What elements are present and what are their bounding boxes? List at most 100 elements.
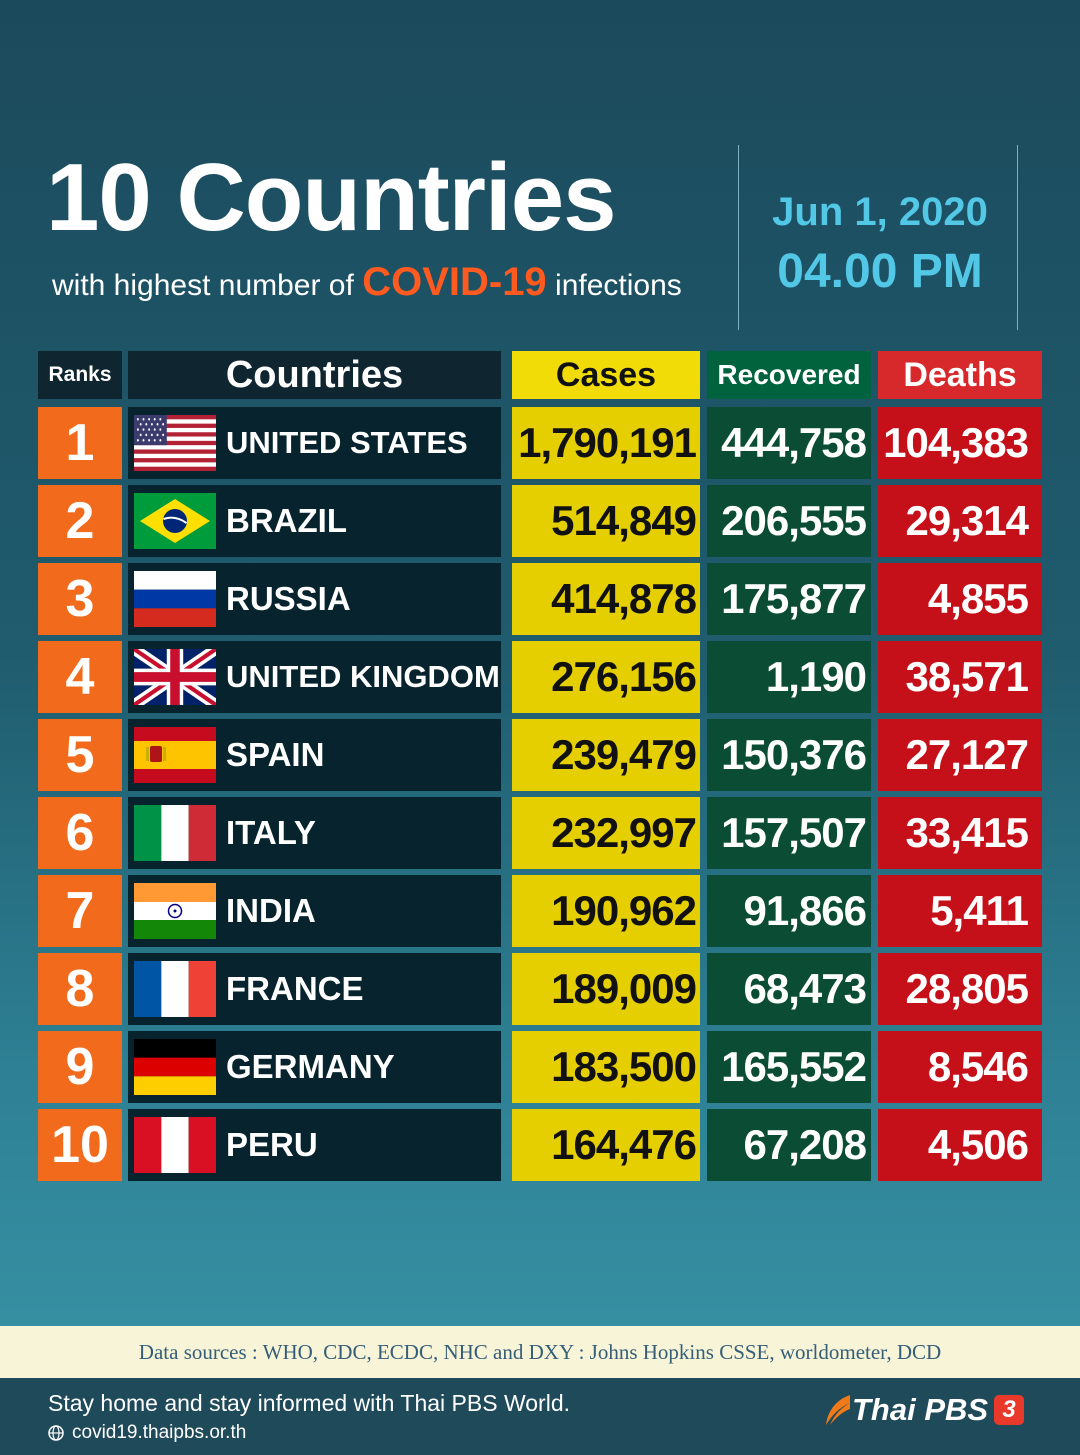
france-flag-icon	[134, 961, 216, 1017]
table-row: 1 UNITED STATES 1,790,	[0, 407, 1080, 479]
india-flag-icon	[134, 883, 216, 939]
cases-cell: 414,878	[512, 563, 700, 635]
deaths-cell: 27,127	[878, 719, 1042, 791]
deaths-cell: 4,506	[878, 1109, 1042, 1181]
deaths-cell: 5,411	[878, 875, 1042, 947]
recovered-cell: 444,758	[707, 407, 871, 479]
column-header-countries: Countries	[128, 351, 501, 399]
deaths-cell: 29,314	[878, 485, 1042, 557]
country-cell: GERMANY	[128, 1031, 501, 1103]
cases-cell: 183,500	[512, 1031, 700, 1103]
recovered-cell: 68,473	[707, 953, 871, 1025]
table-row: 5 SPAIN 239,479 150,376 27,127	[0, 719, 1080, 791]
column-header-cases: Cases	[512, 351, 700, 399]
column-header-deaths: Deaths	[878, 351, 1042, 399]
country-name: UNITED KINGDOM	[226, 659, 500, 694]
table-row: 3 RUSSIA 414,878 175,877 4,855	[0, 563, 1080, 635]
country-name: SPAIN	[226, 736, 325, 773]
subtitle-highlight: COVID-19	[362, 260, 547, 304]
brazil-flag-icon	[134, 493, 216, 549]
column-header-ranks: Ranks	[38, 351, 122, 399]
country-cell: INDIA	[128, 875, 501, 947]
divider-left	[738, 145, 739, 330]
germany-flag-icon	[134, 1039, 216, 1095]
cases-cell: 232,997	[512, 797, 700, 869]
russia-flag-icon	[134, 571, 216, 627]
footer: Stay home and stay informed with Thai PB…	[0, 1378, 1080, 1455]
deaths-cell: 8,546	[878, 1031, 1042, 1103]
cases-cell: 164,476	[512, 1109, 700, 1181]
country-cell: RUSSIA	[128, 563, 501, 635]
recovered-cell: 175,877	[707, 563, 871, 635]
peru-flag-icon	[134, 1117, 216, 1173]
us-flag-icon	[134, 415, 216, 471]
deaths-cell: 28,805	[878, 953, 1042, 1025]
recovered-cell: 206,555	[707, 485, 871, 557]
rank-cell: 1	[38, 407, 122, 479]
country-name: GERMANY	[226, 1048, 395, 1085]
country-cell: UNITED KINGDOM	[128, 641, 501, 713]
divider-right	[1017, 145, 1018, 330]
thai-pbs-logo: Thai PBS 3	[822, 1392, 1025, 1428]
country-name: RUSSIA	[226, 580, 351, 617]
table-row: 7 INDIA 190,962 91,866 5,411	[0, 875, 1080, 947]
data-sources: Data sources : WHO, CDC, ECDC, NHC and D…	[0, 1326, 1080, 1378]
country-cell: PERU	[128, 1109, 501, 1181]
rank-cell: 5	[38, 719, 122, 791]
website-url: covid19.thaipbs.or.th	[72, 1422, 247, 1443]
deaths-cell: 33,415	[878, 797, 1042, 869]
country-name: BRAZIL	[226, 502, 347, 539]
report-date: Jun 1, 2020	[772, 190, 988, 234]
page-subtitle: with highest number of COVID-19 infectio…	[52, 262, 682, 302]
rank-cell: 10	[38, 1109, 122, 1181]
recovered-cell: 1,190	[707, 641, 871, 713]
feather-icon	[826, 1395, 850, 1425]
country-name: FRANCE	[226, 970, 364, 1007]
page-title: 10 Countries	[46, 144, 616, 251]
report-time: 04.00 PM	[777, 245, 983, 298]
table-row: 6 ITALY 232,997 157,507 33,415	[0, 797, 1080, 869]
recovered-cell: 67,208	[707, 1109, 871, 1181]
country-cell: SPAIN	[128, 719, 501, 791]
cases-cell: 239,479	[512, 719, 700, 791]
table-row: 8 FRANCE 189,009 68,473 28,805	[0, 953, 1080, 1025]
recovered-cell: 150,376	[707, 719, 871, 791]
rank-cell: 9	[38, 1031, 122, 1103]
table-row: 10 PERU 164,476 67,208 4,506	[0, 1109, 1080, 1181]
globe-icon	[48, 1425, 64, 1441]
channel-badge: 3	[994, 1395, 1025, 1425]
cases-cell: 189,009	[512, 953, 700, 1025]
rank-cell: 3	[38, 563, 122, 635]
cases-cell: 276,156	[512, 641, 700, 713]
footer-message: Stay home and stay informed with Thai PB…	[48, 1390, 571, 1416]
subtitle-suffix: infections	[555, 269, 682, 302]
deaths-cell: 104,383	[878, 407, 1042, 479]
rank-cell: 4	[38, 641, 122, 713]
spain-flag-icon	[134, 727, 216, 783]
rank-cell: 7	[38, 875, 122, 947]
recovered-cell: 165,552	[707, 1031, 871, 1103]
table-row: 2 BRAZIL 514,849 206,555 29,314	[0, 485, 1080, 557]
rank-cell: 8	[38, 953, 122, 1025]
country-cell: BRAZIL	[128, 485, 501, 557]
brand-name: Thai PBS	[852, 1392, 989, 1427]
country-cell: UNITED STATES	[128, 407, 501, 479]
rank-cell: 2	[38, 485, 122, 557]
column-header-recovered: Recovered	[707, 351, 871, 399]
country-name: ITALY	[226, 814, 316, 851]
country-name: UNITED STATES	[226, 425, 468, 460]
cases-cell: 514,849	[512, 485, 700, 557]
country-name: INDIA	[226, 892, 316, 929]
table-row: 4 UNITED KINGDOM 276,156 1,190 38,571	[0, 641, 1080, 713]
recovered-cell: 157,507	[707, 797, 871, 869]
country-name: PERU	[226, 1126, 318, 1163]
cases-cell: 1,790,191	[512, 407, 700, 479]
table-row: 9 GERMANY 183,500 165,552 8,546	[0, 1031, 1080, 1103]
website-link[interactable]: covid19.thaipbs.or.th	[48, 1422, 246, 1444]
country-cell: FRANCE	[128, 953, 501, 1025]
italy-flag-icon	[134, 805, 216, 861]
country-cell: ITALY	[128, 797, 501, 869]
rank-cell: 6	[38, 797, 122, 869]
deaths-cell: 38,571	[878, 641, 1042, 713]
recovered-cell: 91,866	[707, 875, 871, 947]
